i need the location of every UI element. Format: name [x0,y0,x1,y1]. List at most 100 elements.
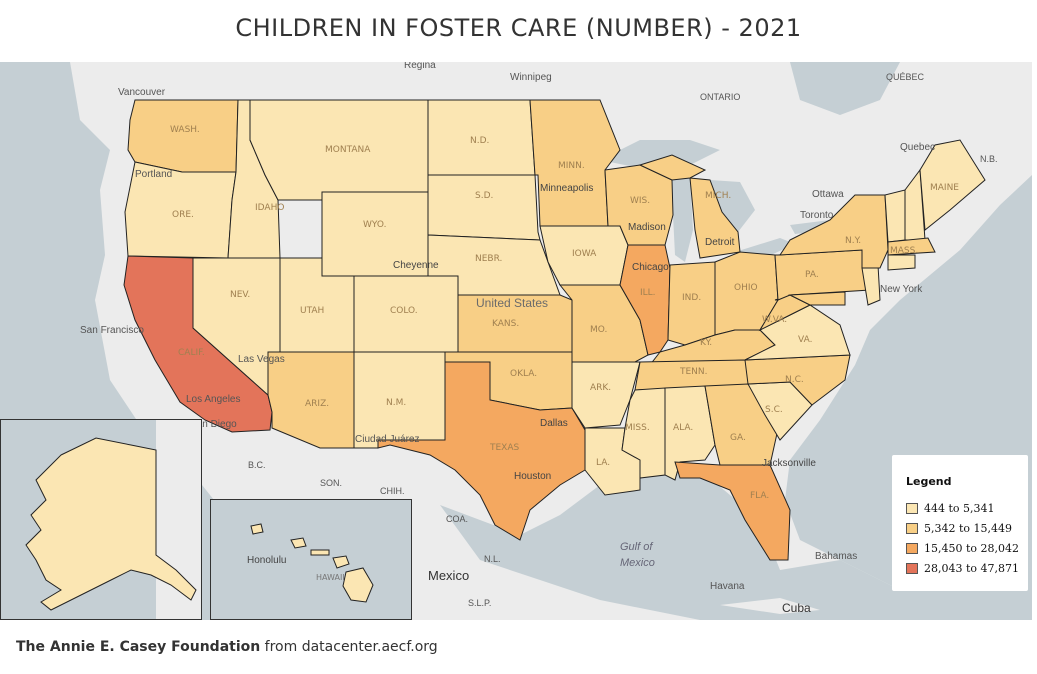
state-michigan-up [638,154,707,181]
label-idaho: IDAHO [255,203,284,213]
label-ariz: ARIZ. [305,399,329,409]
label-minn: MINN. [558,161,585,171]
place-winnipeg: Winnipeg [510,72,552,83]
state-maine [919,139,986,231]
label-ohio: OHIO [734,283,758,293]
state-connecticut [887,254,916,271]
state-south-dakota [427,174,541,241]
place-minneapolis: Minneapolis [540,183,593,194]
lake-huron [710,180,755,232]
map-canvas[interactable]: WASH. ORE. CALIF. IDAHO NEV. MONTANA WYO… [0,62,1032,620]
lake-superior [600,140,720,168]
place-cheyenne: Cheyenne [393,260,439,271]
label-tenn: TENN. [679,367,708,377]
label-la: LA. [596,458,610,468]
label-mich: MICH. [705,191,731,201]
label-sc: S.C. [765,405,783,415]
legend-item-4: 28,043 to 47,871 [906,561,1019,575]
place-bc: B.C. [248,460,266,470]
legend-swatch [906,542,918,554]
legend-item-2: 5,342 to 15,449 [906,521,1012,535]
place-bahamas: Bahamas [815,551,857,562]
footer-source: from datacenter.aecf.org [260,639,438,655]
label-okla: OKLA. [510,369,537,379]
label-ala: ALA. [673,423,693,433]
label-ny: N.Y. [845,236,861,246]
place-ottawa: Ottawa [812,189,844,200]
hudson-bay [790,62,900,115]
label-ind: IND. [682,293,701,303]
place-san-diego: San Diego [190,419,237,430]
place-dallas: Dallas [540,418,568,429]
label-montana: MONTANA [325,145,371,155]
place-houston: Houston [514,471,551,482]
place-quebec-city: Quebec [900,142,935,153]
legend-swatch [906,562,918,574]
label-texas: TEXAS [489,443,520,453]
state-labels: WASH. ORE. CALIF. IDAHO NEV. MONTANA WYO… [170,125,959,501]
label-mass: MASS. [890,246,918,256]
state-washington [127,99,239,173]
label-nd: N.D. [470,136,489,146]
place-chih: CHIH. [380,486,405,496]
hawaii-inset[interactable]: Honolulu HAWAII [210,499,412,620]
place-nb: N.B. [980,154,998,164]
label-ga: GA. [730,433,746,443]
gulf-of-mexico [440,470,1032,620]
lake-michigan [672,178,693,262]
place-gulf-of: Gulf of [620,541,653,553]
place-las-vegas: Las Vegas [238,354,285,365]
label-wis: WIS. [630,196,650,206]
place-quebec-prov: QUÉBEC [886,72,925,82]
place-havana: Havana [710,581,745,592]
state-massachusetts [887,237,936,256]
label-iowa: IOWA [572,249,597,259]
state-new-york [779,194,889,269]
place-vancouver: Vancouver [118,87,166,98]
legend-label: 15,450 to 28,042 [924,541,1020,555]
state-michigan [689,177,741,259]
place-madison: Madison [628,222,666,233]
place-cuba: Cuba [782,601,811,615]
legend-label: 444 to 5,341 [924,501,995,515]
legend-title: Legend [906,475,952,488]
place-san-francisco: San Francisco [80,325,144,336]
place-chicago: Chicago [632,262,669,273]
label-kans: KANS. [492,319,519,329]
place-ciudad-juarez: Ciudad Juárez [355,434,419,445]
legend-label: 28,043 to 47,871 [924,561,1020,575]
legend-item-3: 15,450 to 28,042 [906,541,1019,555]
island-big-island [342,567,374,603]
source-footer: The Annie E. Casey Foundation from datac… [16,639,438,655]
label-ark: ARK. [590,383,611,393]
alaska-inset[interactable] [0,419,202,620]
state-indiana [667,261,716,346]
state-vermont [884,189,906,243]
island-molokai [310,549,330,556]
label-ill: ILL. [640,288,656,298]
place-regina: Regina [404,62,436,71]
place-honolulu: Honolulu [247,555,286,566]
page-title: CHILDREN IN FOSTER CARE (NUMBER) - 2021 [235,14,802,42]
place-portland: Portland [135,169,172,180]
state-florida [674,461,791,561]
label-wash: WASH. [170,125,200,135]
label-maine: MAINE [930,183,959,193]
place-gulf-mexico: Mexico [620,557,655,569]
legend-swatch [906,522,918,534]
place-new-york: New York [880,284,923,295]
island-oahu [290,537,307,549]
place-detroit: Detroit [705,237,735,248]
label-calif: CALIF. [178,348,205,358]
label-mo: MO. [590,325,607,335]
label-va: VA. [798,335,812,345]
legend-swatch [906,502,918,514]
state-maryland [788,291,846,306]
label-ore: ORE. [172,210,194,220]
legend-item-1: 444 to 5,341 [906,501,995,515]
label-nebr: NEBR. [475,254,502,264]
label-nev: NEV. [230,290,250,300]
label-wyo: WYO. [363,220,386,230]
label-nm: N.M. [386,398,406,408]
place-mexico: Mexico [428,568,469,583]
